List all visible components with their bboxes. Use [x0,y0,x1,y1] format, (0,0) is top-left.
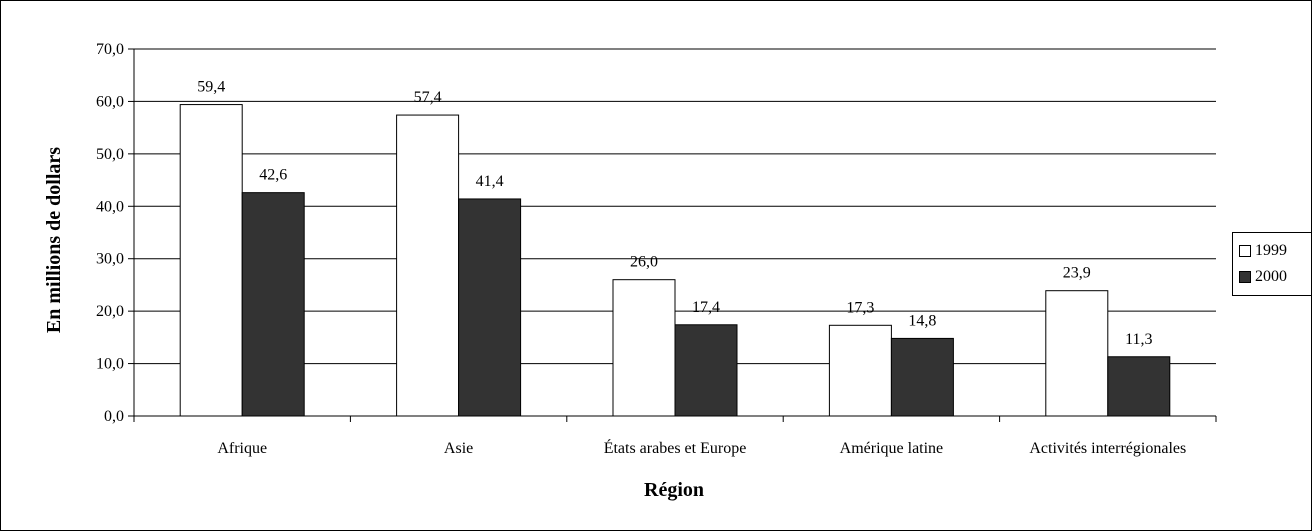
gridlines [134,48,1216,365]
y-tick-labels: 0,0 10,0 20,0 30,0 40,0 50,0 60,0 70,0 [96,41,124,425]
y-tick-label: 10,0 [96,356,124,373]
y-tick-label: 30,0 [96,251,124,268]
y-tick-label: 0,0 [104,408,124,425]
data-labels: 59,4 42,6 57,4 41,4 26,0 17,4 17,3 14,8 23,9 11,3 [197,79,1152,348]
data-label-1999: 26,0 [630,254,658,271]
x-tick-label: Asie [444,440,473,457]
x-tick-label: Activités interrégionales [1029,440,1186,457]
legend: 1999 2000 [1232,232,1312,296]
legend-item-2000: 2000 [1239,267,1287,287]
y-tick-label: 40,0 [96,198,124,215]
x-tick-label: Afrique [217,440,267,457]
bar-2000 [241,192,305,417]
data-label-2000: 41,4 [476,173,504,190]
bar-1999 [1045,290,1109,417]
x-tick-labels: Afrique Asie États arabes et Europe Amériqu… [217,438,1186,457]
bar-1999 [828,324,892,417]
data-label-1999: 17,3 [846,299,874,316]
bar-1999 [396,114,460,417]
data-label-2000: 17,4 [692,299,720,316]
legend-swatch-2000 [1239,271,1251,283]
y-tick-label: 50,0 [96,146,124,163]
data-label-2000: 11,3 [1125,331,1152,348]
bar-2000 [890,337,954,417]
data-label-2000: 14,8 [908,312,936,329]
data-label-2000: 42,6 [259,167,287,184]
data-label-1999: 59,4 [197,79,225,96]
data-label-1999: 23,9 [1063,265,1091,282]
bar-2000 [1107,356,1171,417]
bar-2000 [674,324,738,417]
bar-1999 [612,279,676,417]
legend-label-1999: 1999 [1255,242,1287,259]
y-tick-label: 70,0 [96,41,124,58]
x-tick-label: Amérique latine [840,440,944,457]
legend-item-1999: 1999 [1239,241,1287,261]
y-tick-label: 60,0 [96,93,124,110]
bars [179,104,1171,417]
y-tick-label: 20,0 [96,303,124,320]
legend-swatch-1999 [1239,245,1251,257]
axes [128,48,1217,422]
x-tick-label: États arabes et Europe [604,438,747,457]
data-label-1999: 57,4 [414,89,442,106]
legend-label-2000: 2000 [1255,268,1287,285]
x-axis-title: Région [644,479,704,501]
bar-2000 [458,198,522,417]
bar-1999 [179,104,243,417]
y-axis-title: En millions de dollars [43,147,65,333]
